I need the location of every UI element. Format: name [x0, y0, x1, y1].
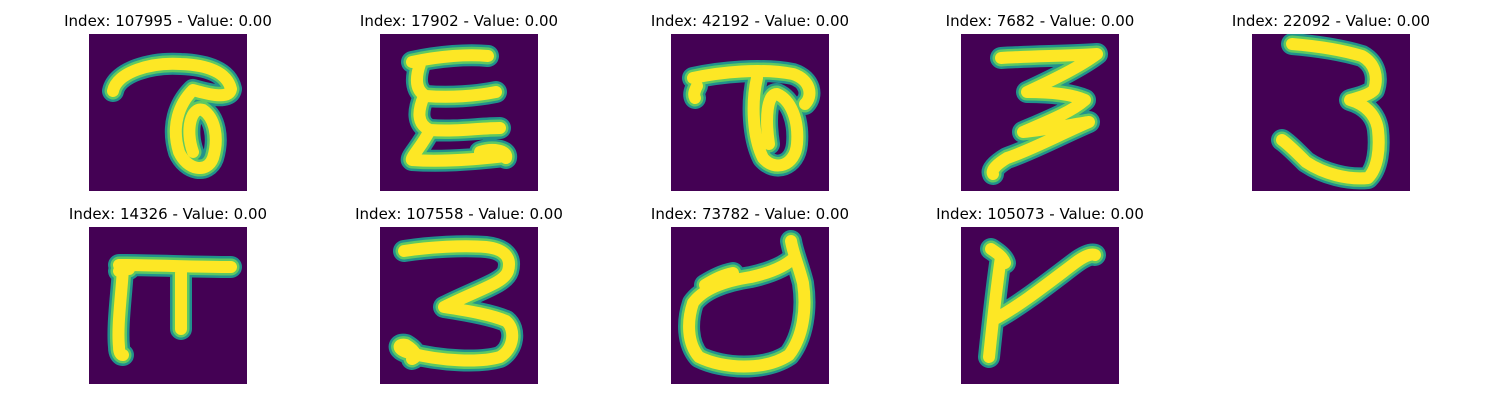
glyph-stroke	[983, 243, 1101, 363]
sample-panel: Index: 7682 - Value: 0.00	[930, 12, 1150, 202]
glyph-image	[961, 34, 1119, 191]
glyph-stroke	[986, 48, 1103, 180]
sample-panel: Index: 42192 - Value: 0.00	[640, 12, 860, 202]
panel-title: Index: 105073 - Value: 0.00	[936, 205, 1144, 223]
panel-title: Index: 107995 - Value: 0.00	[64, 12, 272, 30]
sample-panel: Index: 14326 - Value: 0.00	[58, 205, 278, 395]
glyph-image	[671, 227, 829, 384]
sample-panel: Index: 107558 - Value: 0.00	[349, 205, 569, 395]
panel-title: Index: 14326 - Value: 0.00	[68, 205, 268, 223]
panel-title: Index: 73782 - Value: 0.00	[650, 205, 850, 223]
panel-title: Index: 7682 - Value: 0.00	[945, 12, 1135, 30]
glyph-stroke	[405, 49, 513, 167]
glyph-image	[1252, 34, 1410, 191]
panel-title: Index: 17902 - Value: 0.00	[359, 12, 559, 30]
glyph-image	[89, 34, 247, 191]
sample-panel: Index: 22092 - Value: 0.00	[1221, 12, 1441, 202]
glyph-image	[380, 227, 538, 384]
panel-title: Index: 107558 - Value: 0.00	[355, 205, 563, 223]
glyph-image	[961, 227, 1119, 384]
glyph-stroke	[683, 235, 811, 373]
glyph-stroke	[393, 240, 519, 367]
glyph-stroke	[687, 65, 816, 172]
glyph-stroke	[1276, 38, 1385, 185]
sample-panel: Index: 105073 - Value: 0.00	[930, 205, 1150, 395]
glyph-image	[671, 34, 829, 191]
glyph-image	[89, 227, 247, 384]
panel-title: Index: 42192 - Value: 0.00	[650, 12, 850, 30]
glyph-stroke	[107, 57, 237, 174]
glyph-image	[380, 34, 538, 191]
sample-panel: Index: 73782 - Value: 0.00	[640, 205, 860, 395]
glyph-stroke	[112, 259, 237, 361]
panel-title: Index: 22092 - Value: 0.00	[1231, 12, 1431, 30]
sample-panel: Index: 107995 - Value: 0.00	[58, 12, 278, 202]
sample-panel: Index: 17902 - Value: 0.00	[349, 12, 569, 202]
